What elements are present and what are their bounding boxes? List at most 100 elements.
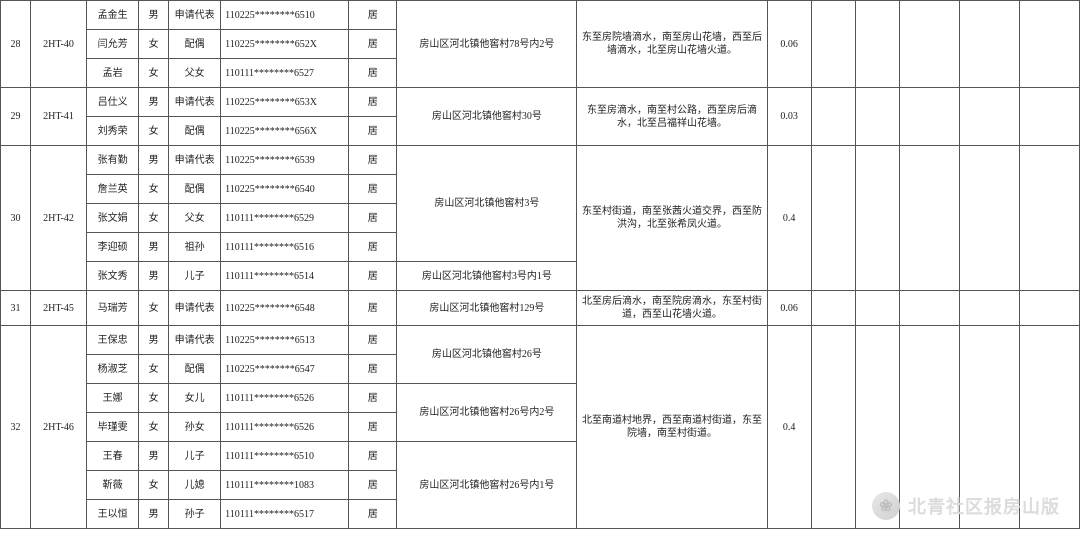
address-cell: 房山区河北镇他窖村30号 [397, 88, 577, 146]
name-cell: 李迎硕 [87, 233, 139, 262]
relation-cell: 儿媳 [169, 471, 221, 500]
name-cell: 马瑞芳 [87, 291, 139, 326]
seq-cell: 31 [1, 291, 31, 326]
empty-cell [811, 146, 855, 291]
empty-cell [899, 1, 959, 88]
empty-cell [855, 146, 899, 291]
sex-cell: 女 [139, 384, 169, 413]
residence-cell: 居 [349, 326, 397, 355]
seq-cell: 32 [1, 326, 31, 529]
name-cell: 刘秀荣 [87, 117, 139, 146]
name-cell: 王娜 [87, 384, 139, 413]
relation-cell: 儿子 [169, 262, 221, 291]
residence-cell: 居 [349, 500, 397, 529]
table-row: 292HT-41吕仕义男申请代表110225********653X居房山区河北… [1, 88, 1080, 117]
relation-cell: 父女 [169, 204, 221, 233]
data-table: 282HT-40孟金生男申请代表110225********6510居房山区河北… [0, 0, 1080, 529]
empty-cell [855, 326, 899, 529]
id-cell: 110225********653X [221, 88, 349, 117]
relation-cell: 女儿 [169, 384, 221, 413]
address-cell: 房山区河北镇他窖村3号内1号 [397, 262, 577, 291]
id-cell: 110111********1083 [221, 471, 349, 500]
sex-cell: 男 [139, 233, 169, 262]
boundary-cell: 东至房滴水，南至村公路，西至房后滴水，北至吕福祥山花墙。 [577, 88, 767, 146]
residence-cell: 居 [349, 413, 397, 442]
relation-cell: 祖孙 [169, 233, 221, 262]
sex-cell: 男 [139, 88, 169, 117]
relation-cell: 父女 [169, 59, 221, 88]
empty-cell [899, 88, 959, 146]
address-cell: 房山区河北镇他窖村26号 [397, 326, 577, 384]
relation-cell: 申请代表 [169, 146, 221, 175]
sex-cell: 男 [139, 262, 169, 291]
area-cell: 0.06 [767, 1, 811, 88]
id-cell: 110111********6514 [221, 262, 349, 291]
empty-cell [855, 1, 899, 88]
id-cell: 110225********652X [221, 30, 349, 59]
residence-cell: 居 [349, 204, 397, 233]
name-cell: 张有勤 [87, 146, 139, 175]
empty-cell [959, 326, 1019, 529]
id-cell: 110111********6526 [221, 384, 349, 413]
code-cell: 2HT-41 [31, 88, 87, 146]
empty-cell [959, 291, 1019, 326]
relation-cell: 配偶 [169, 355, 221, 384]
name-cell: 靳薇 [87, 471, 139, 500]
sex-cell: 女 [139, 413, 169, 442]
name-cell: 孟岩 [87, 59, 139, 88]
residence-cell: 居 [349, 146, 397, 175]
residence-cell: 居 [349, 117, 397, 146]
empty-cell [811, 1, 855, 88]
name-cell: 张文娟 [87, 204, 139, 233]
id-cell: 110111********6517 [221, 500, 349, 529]
id-cell: 110111********6526 [221, 413, 349, 442]
empty-cell [855, 291, 899, 326]
code-cell: 2HT-42 [31, 146, 87, 291]
name-cell: 张文秀 [87, 262, 139, 291]
empty-cell [899, 146, 959, 291]
relation-cell: 申请代表 [169, 291, 221, 326]
sex-cell: 女 [139, 59, 169, 88]
area-cell: 0.03 [767, 88, 811, 146]
sex-cell: 男 [139, 500, 169, 529]
empty-cell [1019, 146, 1079, 291]
address-cell: 房山区河北镇他窖村3号 [397, 146, 577, 262]
empty-cell [855, 88, 899, 146]
name-cell: 詹兰英 [87, 175, 139, 204]
residence-cell: 居 [349, 384, 397, 413]
area-cell: 0.4 [767, 146, 811, 291]
name-cell: 毕瑾雯 [87, 413, 139, 442]
id-cell: 110225********6510 [221, 1, 349, 30]
residence-cell: 居 [349, 30, 397, 59]
id-cell: 110225********6540 [221, 175, 349, 204]
table-row: 282HT-40孟金生男申请代表110225********6510居房山区河北… [1, 1, 1080, 30]
empty-cell [959, 1, 1019, 88]
name-cell: 王以恒 [87, 500, 139, 529]
relation-cell: 配偶 [169, 30, 221, 59]
id-cell: 110225********6539 [221, 146, 349, 175]
residence-cell: 居 [349, 442, 397, 471]
boundary-cell: 东至房院墙滴水，南至房山花墙，西至后墙滴水，北至房山花墙火道。 [577, 1, 767, 88]
relation-cell: 配偶 [169, 175, 221, 204]
seq-cell: 29 [1, 88, 31, 146]
sex-cell: 女 [139, 291, 169, 326]
seq-cell: 28 [1, 1, 31, 88]
empty-cell [1019, 1, 1079, 88]
code-cell: 2HT-46 [31, 326, 87, 529]
id-cell: 110111********6529 [221, 204, 349, 233]
id-cell: 110111********6516 [221, 233, 349, 262]
boundary-cell: 北至房后滴水，南至院房滴水，东至村街道，西至山花墙火道。 [577, 291, 767, 326]
empty-cell [959, 88, 1019, 146]
empty-cell [811, 88, 855, 146]
name-cell: 孟金生 [87, 1, 139, 30]
seq-cell: 30 [1, 146, 31, 291]
table-row: 322HT-46王保忠男申请代表110225********6513居房山区河北… [1, 326, 1080, 355]
empty-cell [811, 326, 855, 529]
empty-cell [1019, 326, 1079, 529]
id-cell: 110225********6547 [221, 355, 349, 384]
empty-cell [1019, 291, 1079, 326]
residence-cell: 居 [349, 471, 397, 500]
empty-cell [959, 146, 1019, 291]
relation-cell: 孙女 [169, 413, 221, 442]
area-cell: 0.4 [767, 326, 811, 529]
